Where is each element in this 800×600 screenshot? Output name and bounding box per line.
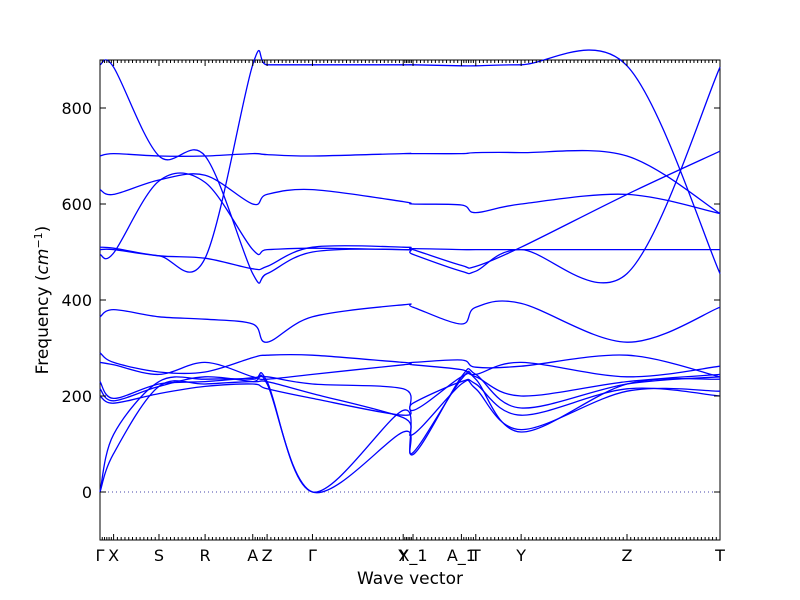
k-point-label: R — [200, 546, 211, 565]
k-point-label: X_1 — [398, 546, 427, 566]
k-point-label: Y — [397, 546, 408, 565]
k-point-label: X — [108, 546, 119, 565]
phonon-band-10 — [99, 367, 721, 493]
k-point-label: A_1 — [447, 546, 476, 566]
k-point-label: A — [247, 546, 258, 565]
y-axis-label-main: Frequency ( — [33, 274, 53, 374]
y-tick-label: 200 — [61, 387, 92, 406]
phonon-band-11 — [99, 370, 721, 494]
y-axis-label-exp: −1 — [32, 232, 45, 248]
y-tick-label: 400 — [61, 291, 92, 310]
phonon-band-12 — [99, 378, 721, 416]
y-axis-label-close: ) — [33, 226, 53, 233]
plot-frame — [99, 59, 721, 541]
k-point-label: S — [154, 546, 164, 565]
y-tick-label: 800 — [61, 99, 92, 118]
phonon-band-3 — [99, 172, 720, 260]
k-point-label: Z — [262, 546, 273, 565]
k-point-label: T — [714, 546, 725, 565]
y-tick-label: 600 — [61, 195, 92, 214]
k-point-label: Γ — [96, 546, 105, 565]
phonon-band-9 — [99, 361, 721, 381]
k-point-label: Z — [622, 546, 633, 565]
y-tick-label: 0 — [82, 483, 92, 502]
k-point-label: Y — [515, 546, 526, 565]
phonon-band-14 — [99, 372, 721, 412]
k-point-label: Γ — [308, 546, 317, 565]
axis-labels: Wave vector Frequency (cm−1) — [32, 226, 464, 589]
phonon-band-2 — [99, 150, 721, 271]
phonon-band-7 — [99, 300, 721, 343]
phonon-band-5 — [99, 149, 721, 215]
y-axis-label-unit: cm — [33, 249, 53, 275]
band-group — [99, 49, 721, 494]
x-axis-label: Wave vector — [357, 569, 463, 589]
k-point-label: T — [470, 546, 481, 565]
y-axis: 0 200 400 600 800 — [61, 99, 720, 502]
x-axis: Γ X S R A Z Γ YX_1 A_1T Y Z T — [96, 60, 725, 566]
phonon-band-4 — [99, 49, 721, 274]
phonon-band-6 — [99, 173, 721, 215]
y-axis-label: Frequency (cm−1) — [32, 226, 54, 375]
